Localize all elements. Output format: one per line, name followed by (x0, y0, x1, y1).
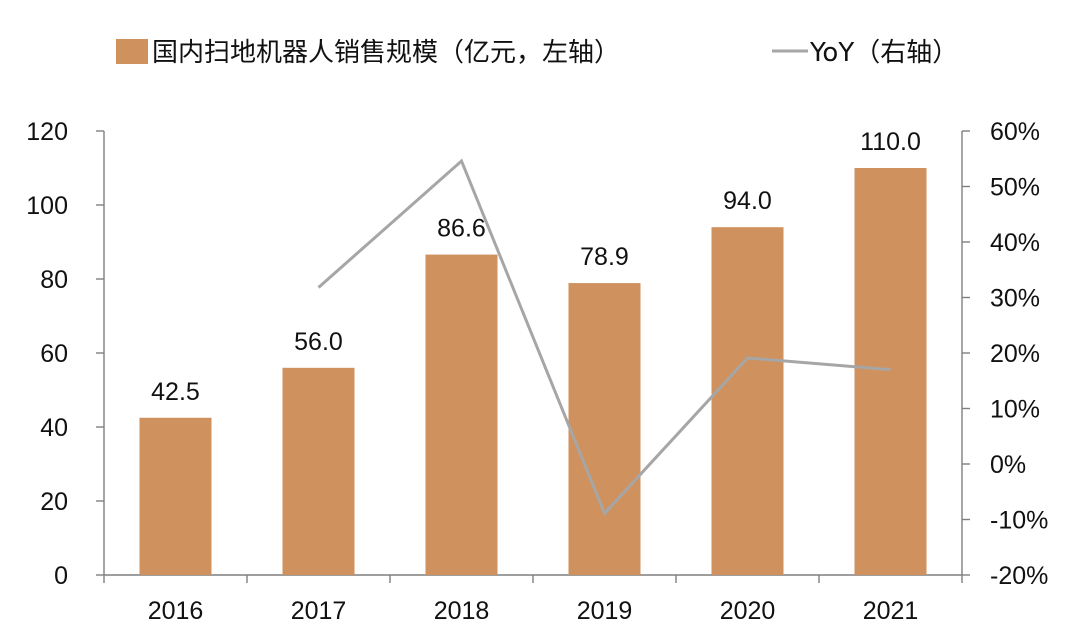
left-axis-tick-label: 0 (54, 562, 68, 590)
right-axis-tick-label: 20% (990, 340, 1040, 368)
right-axis-tick-label: 50% (990, 174, 1040, 202)
bar-data-label: 56.0 (294, 328, 343, 356)
legend-bar-label: 国内扫地机器人销售规模（亿元，左轴） (152, 38, 620, 68)
right-axis-tick-label: 30% (990, 285, 1040, 313)
left-axis-tick-label: 80 (40, 266, 68, 294)
bar-data-label: 78.9 (580, 243, 629, 271)
x-axis-tick-label: 2018 (434, 597, 490, 625)
legend-line-label: YoY（右轴） (809, 38, 958, 68)
left-axis-tick-label: 100 (26, 192, 68, 220)
right-axis-tick-label: 40% (990, 229, 1040, 257)
bar (568, 283, 641, 575)
left-axis-tick-label: 40 (40, 414, 68, 442)
right-axis-tick-label: 10% (990, 396, 1040, 424)
left-axis-tick-label: 20 (40, 488, 68, 516)
x-axis-tick-label: 2019 (577, 597, 633, 625)
bar-data-label: 110.0 (860, 128, 921, 156)
bar (854, 168, 927, 575)
bar-data-label: 42.5 (151, 378, 200, 406)
bar-data-label: 86.6 (437, 215, 486, 243)
bars (139, 168, 927, 575)
yoy-line (317, 158, 891, 517)
bar (282, 367, 355, 575)
bar (425, 254, 498, 575)
right-axis-tick-label: -10% (990, 507, 1048, 535)
legend: 国内扫地机器人销售规模（亿元，左轴） YoY（右轴） (116, 38, 958, 68)
bar (711, 227, 784, 575)
x-axis-tick-label: 2021 (863, 597, 919, 625)
right-axis-tick-label: -20% (990, 562, 1048, 590)
x-axis-tick-label: 2017 (291, 597, 347, 625)
legend-bar-swatch (116, 39, 148, 64)
axes: 0 20 40 60 80 100 120 -20% -10% 0% 10% 20% 30% 40% 50%… (26, 118, 1048, 625)
left-axis-tick-label: 60 (40, 340, 68, 368)
left-axis-tick-label: 120 (26, 118, 68, 146)
right-axis-tick-label: 0% (990, 451, 1026, 479)
x-axis-tick-label: 2016 (148, 597, 204, 625)
labels: 42.5 56.0 86.6 78.9 94.0 110.0 (151, 128, 921, 406)
bar-data-label: 94.0 (723, 187, 772, 215)
bar (139, 417, 212, 575)
x-axis-tick-label: 2020 (720, 597, 776, 625)
right-axis-tick-label: 60% (990, 118, 1040, 146)
